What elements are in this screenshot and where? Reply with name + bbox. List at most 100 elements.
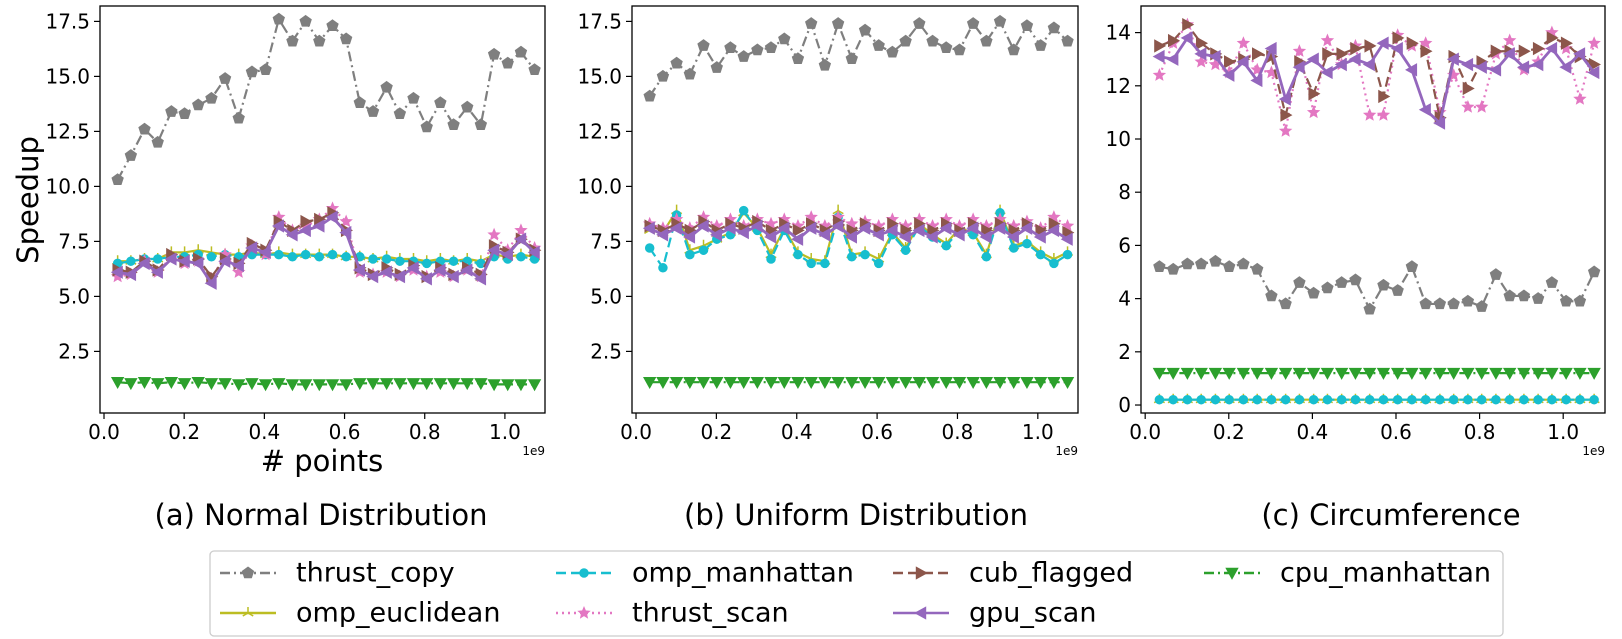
point-thrust_copy bbox=[926, 34, 939, 47]
y-tick-label: 6 bbox=[1118, 233, 1131, 257]
point-gpu_scan bbox=[1348, 52, 1361, 66]
point-cpu_manhattan bbox=[1517, 367, 1531, 380]
point-cpu_manhattan bbox=[1489, 367, 1503, 380]
point-cub_flagged bbox=[1560, 36, 1573, 50]
point-gpu_scan bbox=[191, 256, 204, 271]
point-cpu_manhattan bbox=[1180, 367, 1195, 380]
x-tick-label: 0.2 bbox=[168, 420, 200, 444]
legend-marker-cpu_manhattan bbox=[1225, 567, 1239, 580]
point-gpu_scan bbox=[1362, 57, 1375, 72]
point-thrust_copy bbox=[1349, 273, 1362, 286]
series-layer bbox=[1152, 17, 1601, 405]
point-cub_flagged bbox=[1280, 108, 1293, 122]
point-gpu_scan bbox=[1376, 36, 1389, 50]
point-thrust_copy bbox=[1545, 276, 1559, 288]
legend: thrust_copy omp_manhattan cub_flagged cpu_m… bbox=[209, 550, 1504, 637]
point-thrust_scan bbox=[1502, 33, 1517, 47]
y-tick-label: 0 bbox=[1118, 393, 1131, 417]
point-cpu_manhattan bbox=[898, 377, 913, 390]
point-cpu_manhattan bbox=[1166, 367, 1180, 380]
point-thrust_scan bbox=[1152, 68, 1167, 81]
point-thrust_scan bbox=[339, 214, 353, 228]
point-thrust_copy bbox=[165, 105, 178, 117]
legend-label: cub_flagged bbox=[969, 558, 1133, 589]
point-omp_manhattan bbox=[738, 205, 749, 216]
point-thrust_copy bbox=[953, 43, 966, 56]
y-tick-label: 2.5 bbox=[590, 339, 622, 363]
point-gpu_scan bbox=[164, 252, 177, 266]
point-gpu_scan bbox=[1180, 31, 1193, 45]
caption-b: (b) Uniform Distribution bbox=[684, 498, 1028, 532]
x-tick-label: 0.8 bbox=[942, 420, 974, 444]
point-gpu_scan bbox=[1033, 230, 1046, 244]
point-omp_manhattan bbox=[1364, 394, 1375, 405]
plot-panel-2: 2.5 5.0 7.5 10.0 12.5 15.0 17.5 0.0 0.2 0.4 0.6 0.8… bbox=[577, 5, 1079, 458]
point-gpu_scan bbox=[669, 221, 682, 235]
point-omp_manhattan bbox=[873, 258, 884, 269]
point-cpu_manhattan bbox=[339, 379, 353, 392]
point-gpu_scan bbox=[433, 263, 446, 277]
point-gpu_scan bbox=[709, 228, 722, 242]
point-omp_manhattan bbox=[1049, 258, 1059, 269]
point-omp_manhattan bbox=[1224, 394, 1234, 405]
point-thrust_scan bbox=[1418, 36, 1433, 49]
point-cpu_manhattan bbox=[487, 379, 501, 392]
point-cpu_manhattan bbox=[514, 379, 528, 392]
point-cub_flagged bbox=[1392, 31, 1405, 45]
y-tick-label: 2.5 bbox=[58, 339, 90, 363]
x-tick-label: 0.0 bbox=[1129, 420, 1161, 444]
point-cpu_manhattan bbox=[1433, 367, 1447, 380]
point-cpu_manhattan bbox=[777, 377, 791, 390]
point-gpu_scan bbox=[393, 269, 406, 284]
point-cpu_manhattan bbox=[258, 379, 273, 392]
point-cpu_manhattan bbox=[460, 378, 474, 391]
point-omp_manhattan bbox=[1210, 394, 1221, 405]
point-gpu_scan bbox=[514, 232, 527, 246]
point-thrust_copy bbox=[232, 111, 245, 124]
point-thrust_copy bbox=[353, 96, 366, 109]
point-thrust_copy bbox=[1405, 260, 1419, 272]
axes-frame bbox=[631, 5, 1079, 414]
point-gpu_scan bbox=[137, 256, 150, 271]
point-omp_manhattan bbox=[1519, 394, 1529, 405]
point-gpu_scan bbox=[1236, 55, 1249, 69]
x-tick-label: 0.6 bbox=[1380, 420, 1412, 444]
point-omp_manhattan bbox=[860, 249, 870, 260]
point-cpu_manhattan bbox=[298, 379, 313, 392]
point-cub_flagged bbox=[1182, 17, 1195, 32]
point-thrust_copy bbox=[245, 65, 259, 78]
point-omp_manhattan bbox=[1280, 394, 1291, 405]
point-gpu_scan bbox=[696, 219, 709, 233]
point-gpu_scan bbox=[1446, 52, 1459, 66]
point-thrust_copy bbox=[1489, 268, 1503, 280]
point-thrust_copy bbox=[805, 17, 818, 29]
point-cpu_manhattan bbox=[379, 378, 394, 391]
point-thrust_copy bbox=[1573, 294, 1587, 307]
point-cpu_manhattan bbox=[1152, 367, 1167, 380]
point-gpu_scan bbox=[446, 269, 459, 284]
point-thrust_copy bbox=[697, 39, 710, 51]
point-thrust_copy bbox=[487, 47, 501, 60]
point-cub_flagged bbox=[1350, 41, 1363, 56]
point-cpu_manhattan bbox=[1306, 367, 1321, 380]
point-gpu_scan bbox=[939, 221, 952, 235]
point-gpu_scan bbox=[1517, 60, 1530, 74]
point-cpu_manhattan bbox=[925, 377, 940, 390]
point-thrust_copy bbox=[872, 39, 885, 51]
point-cub_flagged bbox=[1223, 55, 1237, 69]
point-omp_manhattan bbox=[1378, 394, 1389, 405]
point-gpu_scan bbox=[925, 230, 938, 244]
point-thrust_copy bbox=[1195, 257, 1208, 270]
point-thrust_copy bbox=[474, 118, 488, 131]
point-cpu_manhattan bbox=[979, 377, 994, 390]
legend-entries: thrust_copy omp_manhattan cub_flagged cpu_m… bbox=[220, 558, 1491, 629]
point-cpu_manhattan bbox=[110, 377, 125, 390]
x-tick-label: 0.6 bbox=[861, 420, 893, 444]
point-cpu_manhattan bbox=[1007, 377, 1021, 390]
point-omp_manhattan bbox=[981, 252, 992, 262]
point-gpu_scan bbox=[245, 241, 258, 255]
point-cpu_manhattan bbox=[669, 377, 684, 390]
point-omp_manhattan bbox=[685, 249, 695, 260]
point-cpu_manhattan bbox=[845, 377, 859, 390]
